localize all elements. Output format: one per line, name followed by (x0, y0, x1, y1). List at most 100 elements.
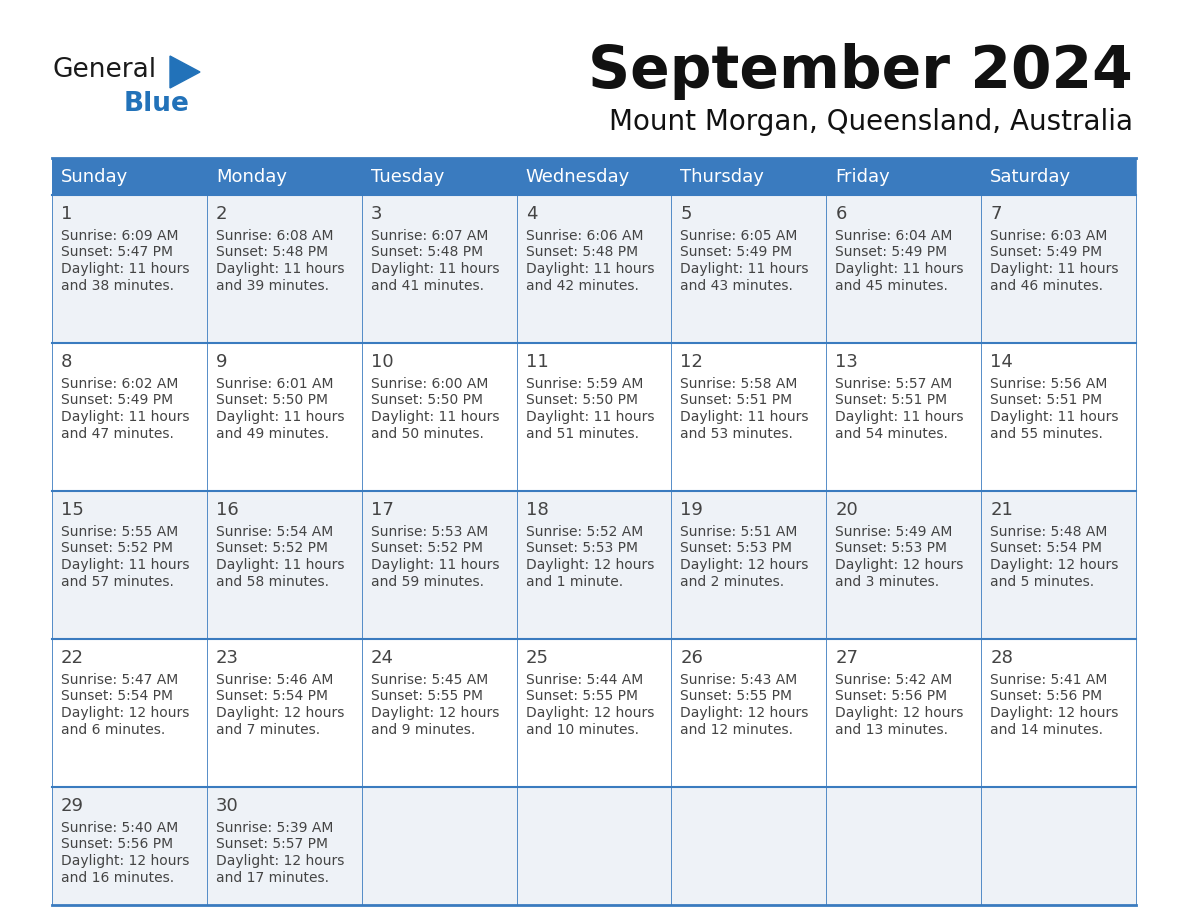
Text: 27: 27 (835, 649, 858, 667)
Text: Daylight: 12 hours: Daylight: 12 hours (525, 558, 653, 572)
Text: Sunset: 5:53 PM: Sunset: 5:53 PM (681, 542, 792, 555)
Text: Daylight: 11 hours: Daylight: 11 hours (216, 410, 345, 424)
Text: Sunset: 5:49 PM: Sunset: 5:49 PM (681, 245, 792, 260)
Text: Daylight: 11 hours: Daylight: 11 hours (371, 410, 499, 424)
Bar (981, 787, 1136, 905)
Bar (671, 343, 827, 491)
Text: and 54 minutes.: and 54 minutes. (835, 427, 948, 441)
Text: 7: 7 (990, 205, 1001, 223)
Bar (671, 491, 827, 639)
Bar (207, 195, 361, 343)
Bar (671, 195, 827, 343)
Text: 9: 9 (216, 353, 227, 371)
Bar (517, 491, 671, 639)
Text: Sunrise: 5:45 AM: Sunrise: 5:45 AM (371, 673, 488, 687)
Text: 15: 15 (61, 501, 84, 519)
Bar (207, 639, 361, 787)
Text: Daylight: 11 hours: Daylight: 11 hours (61, 558, 190, 572)
Text: Sunset: 5:48 PM: Sunset: 5:48 PM (371, 245, 482, 260)
Text: and 50 minutes.: and 50 minutes. (371, 427, 484, 441)
Text: 6: 6 (835, 205, 847, 223)
Text: and 45 minutes.: and 45 minutes. (835, 278, 948, 293)
Bar (52, 787, 207, 905)
Text: Sunrise: 5:42 AM: Sunrise: 5:42 AM (835, 673, 953, 687)
Text: 26: 26 (681, 649, 703, 667)
Text: Sunset: 5:55 PM: Sunset: 5:55 PM (525, 689, 638, 703)
Text: and 42 minutes.: and 42 minutes. (525, 278, 638, 293)
Text: 29: 29 (61, 797, 84, 815)
Text: and 47 minutes.: and 47 minutes. (61, 427, 173, 441)
Bar (207, 787, 361, 905)
Text: and 16 minutes.: and 16 minutes. (61, 870, 175, 885)
Text: Monday: Monday (216, 167, 286, 185)
Text: and 43 minutes.: and 43 minutes. (681, 278, 794, 293)
Text: Daylight: 11 hours: Daylight: 11 hours (525, 410, 655, 424)
Text: Sunset: 5:50 PM: Sunset: 5:50 PM (216, 394, 328, 408)
Bar (827, 195, 981, 343)
Text: 12: 12 (681, 353, 703, 371)
Text: Daylight: 11 hours: Daylight: 11 hours (835, 410, 963, 424)
Text: and 57 minutes.: and 57 minutes. (61, 575, 173, 588)
Text: Sunset: 5:54 PM: Sunset: 5:54 PM (61, 689, 173, 703)
Text: Daylight: 11 hours: Daylight: 11 hours (371, 558, 499, 572)
Text: 8: 8 (61, 353, 72, 371)
Text: Daylight: 11 hours: Daylight: 11 hours (835, 262, 963, 276)
Text: Daylight: 11 hours: Daylight: 11 hours (61, 262, 190, 276)
Text: Sunrise: 5:57 AM: Sunrise: 5:57 AM (835, 377, 953, 391)
Text: 19: 19 (681, 501, 703, 519)
Bar (207, 158, 361, 195)
Text: Sunset: 5:52 PM: Sunset: 5:52 PM (216, 542, 328, 555)
Text: Sunset: 5:52 PM: Sunset: 5:52 PM (61, 542, 173, 555)
Bar (517, 195, 671, 343)
Text: Daylight: 12 hours: Daylight: 12 hours (216, 706, 345, 720)
Text: Saturday: Saturday (990, 167, 1072, 185)
Text: Sunrise: 5:40 AM: Sunrise: 5:40 AM (61, 821, 178, 835)
Bar (671, 639, 827, 787)
Text: Sunset: 5:47 PM: Sunset: 5:47 PM (61, 245, 173, 260)
Text: Sunrise: 5:49 AM: Sunrise: 5:49 AM (835, 525, 953, 539)
Text: 18: 18 (525, 501, 549, 519)
Text: and 5 minutes.: and 5 minutes. (990, 575, 1094, 588)
Text: Sunrise: 6:08 AM: Sunrise: 6:08 AM (216, 229, 334, 243)
Text: 23: 23 (216, 649, 239, 667)
Text: 25: 25 (525, 649, 549, 667)
Text: Daylight: 11 hours: Daylight: 11 hours (371, 262, 499, 276)
Bar (207, 343, 361, 491)
Text: and 46 minutes.: and 46 minutes. (990, 278, 1104, 293)
Text: Sunset: 5:49 PM: Sunset: 5:49 PM (835, 245, 947, 260)
Text: and 58 minutes.: and 58 minutes. (216, 575, 329, 588)
Text: Sunset: 5:51 PM: Sunset: 5:51 PM (990, 394, 1102, 408)
Text: and 51 minutes.: and 51 minutes. (525, 427, 639, 441)
Bar (361, 491, 517, 639)
Text: Wednesday: Wednesday (525, 167, 630, 185)
Bar (52, 158, 207, 195)
Text: and 10 minutes.: and 10 minutes. (525, 722, 639, 736)
Text: and 9 minutes.: and 9 minutes. (371, 722, 475, 736)
Bar (827, 639, 981, 787)
Text: Sunset: 5:55 PM: Sunset: 5:55 PM (681, 689, 792, 703)
Bar (517, 343, 671, 491)
Text: Daylight: 11 hours: Daylight: 11 hours (681, 410, 809, 424)
Text: and 13 minutes.: and 13 minutes. (835, 722, 948, 736)
Text: Mount Morgan, Queensland, Australia: Mount Morgan, Queensland, Australia (609, 108, 1133, 136)
Text: Sunset: 5:55 PM: Sunset: 5:55 PM (371, 689, 482, 703)
Text: Sunset: 5:53 PM: Sunset: 5:53 PM (525, 542, 638, 555)
Text: Daylight: 12 hours: Daylight: 12 hours (835, 706, 963, 720)
Text: Sunset: 5:49 PM: Sunset: 5:49 PM (61, 394, 173, 408)
Text: Sunset: 5:51 PM: Sunset: 5:51 PM (681, 394, 792, 408)
Bar (981, 195, 1136, 343)
Bar (827, 787, 981, 905)
Text: Sunset: 5:53 PM: Sunset: 5:53 PM (835, 542, 947, 555)
Text: Tuesday: Tuesday (371, 167, 444, 185)
Text: Thursday: Thursday (681, 167, 764, 185)
Text: Sunrise: 6:02 AM: Sunrise: 6:02 AM (61, 377, 178, 391)
Text: Sunrise: 6:04 AM: Sunrise: 6:04 AM (835, 229, 953, 243)
Text: Sunrise: 6:07 AM: Sunrise: 6:07 AM (371, 229, 488, 243)
Text: Sunrise: 6:06 AM: Sunrise: 6:06 AM (525, 229, 643, 243)
Text: Daylight: 12 hours: Daylight: 12 hours (835, 558, 963, 572)
Text: Daylight: 12 hours: Daylight: 12 hours (371, 706, 499, 720)
Text: Sunset: 5:56 PM: Sunset: 5:56 PM (990, 689, 1102, 703)
Text: Sunrise: 5:43 AM: Sunrise: 5:43 AM (681, 673, 797, 687)
Text: General: General (52, 57, 156, 83)
Text: Sunset: 5:54 PM: Sunset: 5:54 PM (216, 689, 328, 703)
